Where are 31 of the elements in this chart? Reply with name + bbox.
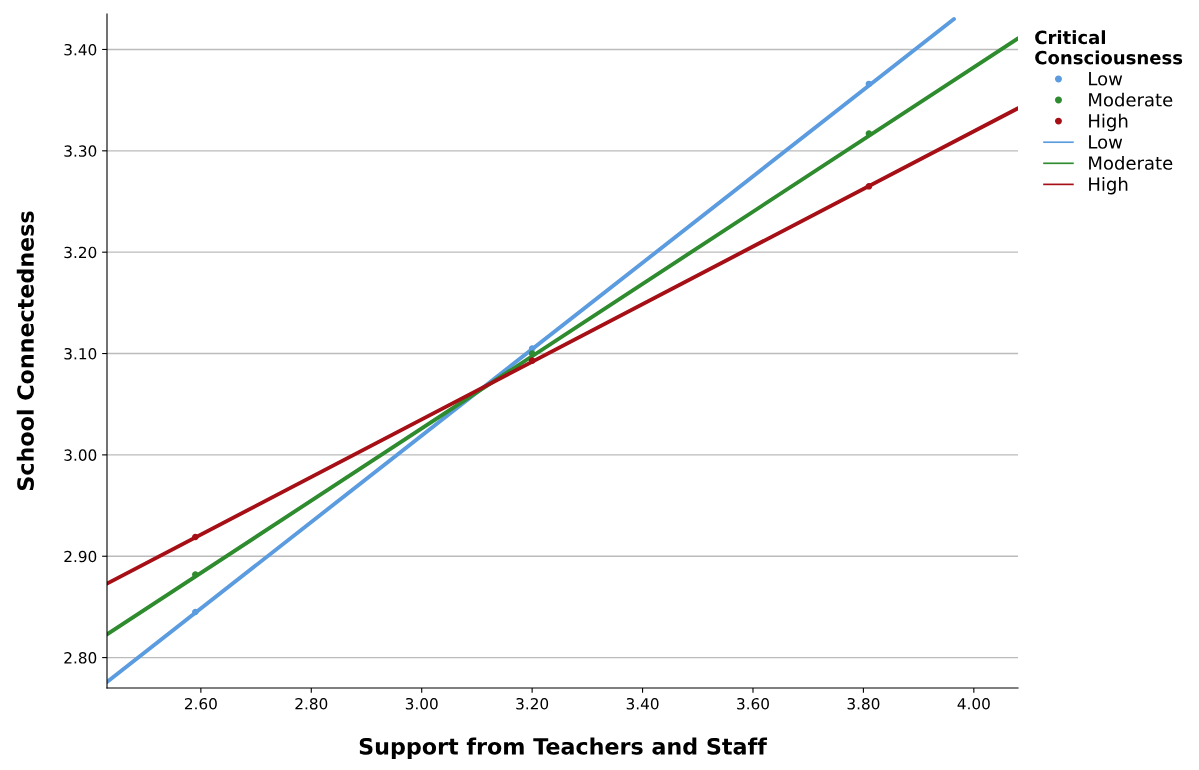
legend-label: Moderate (1089, 155, 1173, 170)
point (865, 80, 873, 88)
x-tick-label: 2.80 (295, 697, 328, 710)
point (528, 357, 536, 364)
y-tick-label: 3.10 (64, 348, 97, 360)
point (528, 350, 536, 357)
x-tick-label: 3.00 (405, 697, 438, 710)
point (865, 183, 873, 190)
x-tick-label: 3.80 (847, 697, 880, 710)
x-tick-label: 4.00 (957, 697, 990, 710)
y-tick-label: 2.90 (64, 550, 97, 563)
legend-label: High (1089, 113, 1128, 132)
point (865, 130, 873, 137)
legend-label: High (1089, 176, 1128, 195)
point (192, 533, 199, 541)
y-axis-title: School Connectedness (16, 211, 34, 491)
legend-label: Low (1089, 72, 1123, 86)
x-axis-title: Support from Teachers and Staff (359, 737, 768, 760)
point (192, 608, 199, 616)
x-tick-label: 3.60 (737, 697, 769, 710)
legend-label: Low (1089, 135, 1123, 149)
y-tick-label: 3.20 (64, 246, 97, 259)
y-tick-label: 3.30 (64, 145, 97, 157)
x-tick-label: 3.40 (626, 697, 659, 710)
x-tick-label: 3.20 (516, 697, 549, 710)
x-tick-label: 2.60 (184, 697, 217, 710)
legend-title: Critical Consciousness (1035, 30, 1183, 65)
y-tick-label: 2.80 (64, 652, 97, 664)
y-tick-label: 3.40 (64, 43, 97, 56)
legend-label: Moderate (1089, 92, 1173, 107)
y-tick-label: 3.00 (64, 449, 97, 461)
